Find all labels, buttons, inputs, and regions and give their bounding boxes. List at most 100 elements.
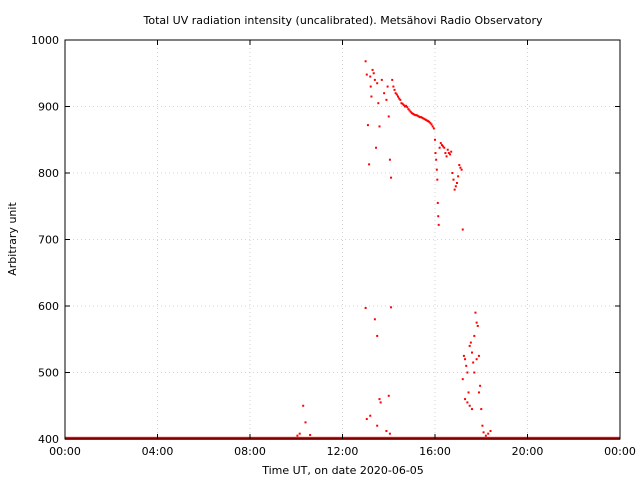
data-point xyxy=(376,424,379,427)
data-point xyxy=(466,371,469,374)
data-point xyxy=(423,118,426,121)
data-point xyxy=(446,148,449,151)
y-tick-label: 900 xyxy=(38,101,59,114)
data-point xyxy=(474,311,477,314)
data-point xyxy=(399,98,402,101)
x-axis-ticks: 00:00 04:00 08:00 12:00 16:00 20:00 00:00 xyxy=(49,40,636,458)
data-point xyxy=(436,201,439,204)
data-point xyxy=(436,178,439,181)
data-point xyxy=(445,155,448,158)
data-point xyxy=(395,93,398,96)
data-point xyxy=(468,344,471,347)
data-point xyxy=(459,166,462,169)
data-point xyxy=(430,123,433,126)
data-point xyxy=(368,163,371,166)
data-point xyxy=(479,384,482,387)
data-point xyxy=(378,398,381,401)
data-point xyxy=(369,85,372,88)
x-tick-label: 16:00 xyxy=(419,445,451,458)
data-point xyxy=(405,104,408,107)
data-point xyxy=(466,401,469,404)
data-point xyxy=(452,178,455,181)
data-point xyxy=(400,102,403,105)
plot-frame xyxy=(64,39,621,440)
data-point xyxy=(387,115,390,118)
data-point xyxy=(386,85,389,88)
data-point xyxy=(462,354,465,357)
data-point xyxy=(408,109,411,112)
data-point xyxy=(388,432,391,435)
data-point xyxy=(439,142,442,145)
data-point xyxy=(475,358,478,361)
data-point xyxy=(401,102,404,105)
data-point xyxy=(416,114,419,117)
data-points xyxy=(65,60,620,440)
data-point xyxy=(304,421,307,424)
data-point xyxy=(369,75,372,78)
x-tick-label: 00:00 xyxy=(604,445,636,458)
data-point xyxy=(388,158,391,161)
data-point xyxy=(454,185,457,188)
data-point xyxy=(457,175,460,178)
y-axis-ticks: 400 500 600 700 800 900 1000 xyxy=(31,34,620,446)
data-point xyxy=(302,404,305,407)
data-point xyxy=(373,78,376,81)
data-point xyxy=(417,115,420,118)
data-point xyxy=(412,112,415,115)
x-tick-label: 00:00 xyxy=(49,445,81,458)
data-point xyxy=(437,223,440,226)
data-point xyxy=(427,120,430,123)
data-point xyxy=(403,105,406,108)
data-point xyxy=(447,152,450,155)
data-point xyxy=(390,306,393,309)
data-point xyxy=(482,431,485,434)
data-point xyxy=(406,106,409,109)
data-point xyxy=(453,188,456,191)
data-point xyxy=(467,391,470,394)
data-point xyxy=(365,73,368,76)
data-point xyxy=(440,144,443,147)
data-point xyxy=(376,82,379,85)
y-tick-label: 500 xyxy=(38,367,59,380)
data-point xyxy=(461,228,464,231)
data-point xyxy=(481,424,484,427)
data-point xyxy=(298,432,301,435)
data-point xyxy=(443,146,446,149)
data-point xyxy=(370,95,373,98)
data-point xyxy=(390,176,393,179)
data-point xyxy=(432,127,435,130)
data-point xyxy=(471,408,473,411)
data-point xyxy=(413,113,416,116)
data-point xyxy=(461,378,464,381)
data-point xyxy=(410,112,413,115)
data-point xyxy=(376,334,379,337)
data-point xyxy=(429,122,432,125)
data-point xyxy=(394,92,397,95)
data-point xyxy=(475,321,478,324)
data-point xyxy=(455,181,458,184)
data-point xyxy=(380,78,383,81)
data-point xyxy=(450,150,453,153)
y-tick-label: 1000 xyxy=(31,34,59,47)
data-point xyxy=(449,153,452,156)
y-tick-label: 400 xyxy=(38,433,59,446)
data-point xyxy=(387,394,390,397)
x-tick-label: 04:00 xyxy=(142,445,174,458)
y-tick-label: 700 xyxy=(38,234,59,247)
data-point xyxy=(375,146,378,149)
data-point xyxy=(392,85,395,88)
data-point xyxy=(473,334,476,337)
data-point xyxy=(391,78,394,81)
x-tick-label: 20:00 xyxy=(512,445,544,458)
data-point xyxy=(383,92,386,95)
data-point xyxy=(444,152,447,155)
data-point xyxy=(465,364,468,367)
data-point xyxy=(373,318,376,321)
data-point xyxy=(420,116,423,119)
data-point xyxy=(425,119,428,122)
data-point xyxy=(469,341,472,344)
data-point xyxy=(379,401,382,404)
data-point xyxy=(424,118,427,121)
data-point xyxy=(476,324,479,327)
grid-lines xyxy=(65,40,620,439)
